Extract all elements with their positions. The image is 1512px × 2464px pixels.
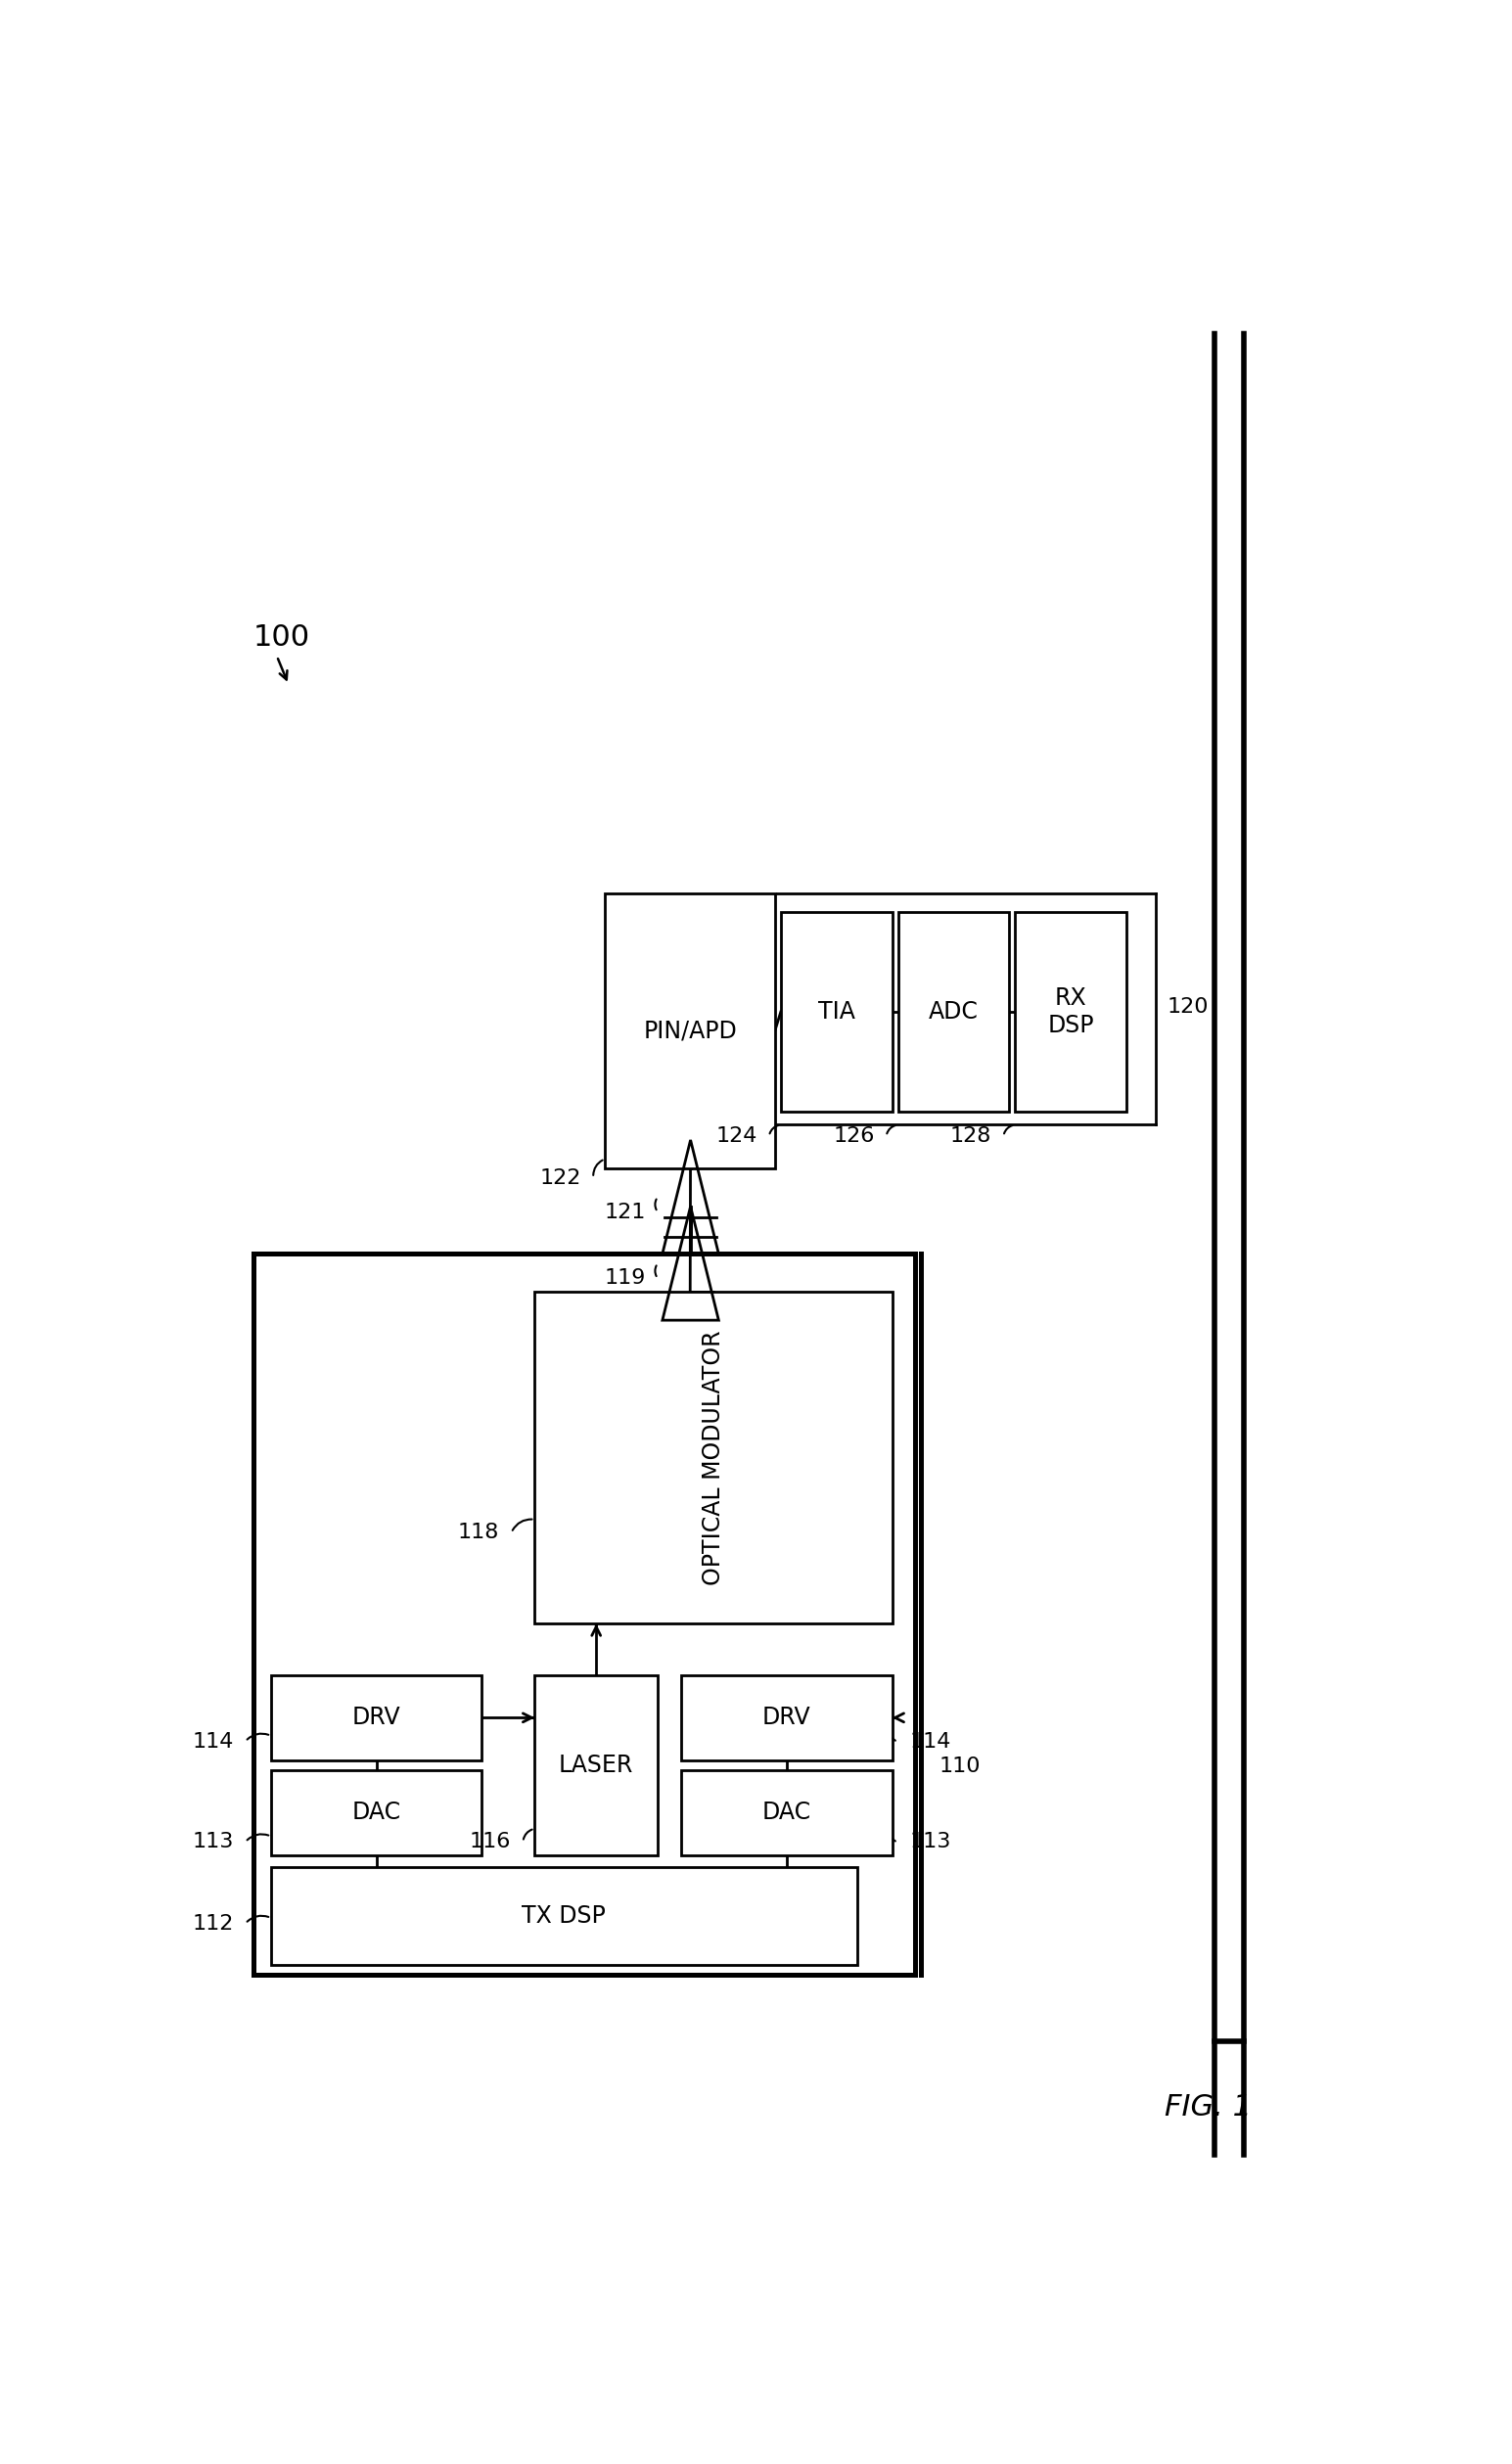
FancyBboxPatch shape	[535, 1676, 658, 1855]
Text: FIG. 1: FIG. 1	[1164, 2094, 1252, 2122]
FancyBboxPatch shape	[605, 894, 774, 1168]
FancyBboxPatch shape	[271, 1676, 482, 1759]
Text: 110: 110	[939, 1757, 981, 1777]
Text: TIA: TIA	[818, 1000, 854, 1023]
Text: 113: 113	[192, 1833, 233, 1853]
Text: DRV: DRV	[352, 1705, 401, 1730]
Text: ADC: ADC	[928, 1000, 978, 1023]
Text: TX DSP: TX DSP	[522, 1905, 606, 1927]
Text: RX
DSP: RX DSP	[1048, 986, 1095, 1037]
FancyBboxPatch shape	[271, 1769, 482, 1855]
FancyBboxPatch shape	[898, 912, 1010, 1111]
Text: 116: 116	[470, 1833, 511, 1853]
Text: DAC: DAC	[352, 1801, 401, 1823]
Text: 121: 121	[605, 1202, 646, 1222]
FancyBboxPatch shape	[271, 1868, 857, 1966]
Text: 112: 112	[192, 1915, 233, 1934]
Text: 124: 124	[715, 1126, 758, 1146]
Text: 114: 114	[910, 1732, 951, 1752]
FancyBboxPatch shape	[1015, 912, 1126, 1111]
Text: 114: 114	[192, 1732, 233, 1752]
Text: 119: 119	[605, 1269, 646, 1289]
Text: OPTICAL MODULATOR: OPTICAL MODULATOR	[702, 1331, 726, 1584]
Text: LASER: LASER	[559, 1754, 634, 1777]
FancyBboxPatch shape	[780, 912, 892, 1111]
FancyBboxPatch shape	[535, 1291, 892, 1624]
Text: 118: 118	[458, 1523, 499, 1542]
FancyBboxPatch shape	[680, 1769, 892, 1855]
Text: 120: 120	[1167, 998, 1210, 1018]
Text: 128: 128	[950, 1126, 992, 1146]
Text: 113: 113	[910, 1833, 951, 1853]
Text: 100: 100	[254, 623, 310, 650]
FancyBboxPatch shape	[680, 1676, 892, 1759]
Text: 122: 122	[540, 1168, 582, 1188]
Text: DRV: DRV	[762, 1705, 810, 1730]
Text: PIN/APD: PIN/APD	[643, 1020, 736, 1042]
Text: DAC: DAC	[762, 1801, 810, 1823]
Text: 126: 126	[833, 1126, 874, 1146]
